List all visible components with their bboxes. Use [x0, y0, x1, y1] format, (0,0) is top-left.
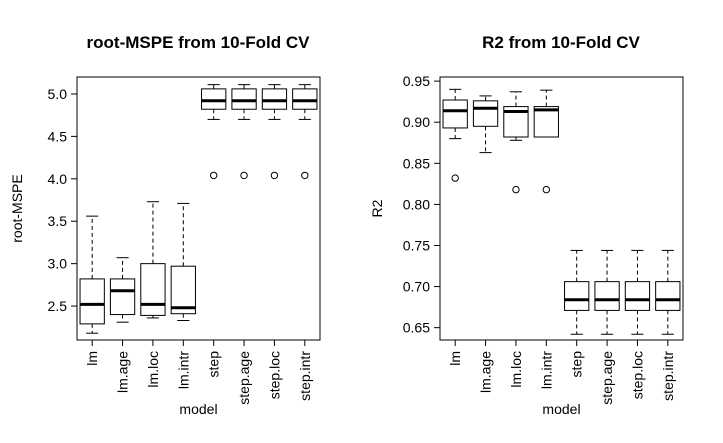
- outlier-point: [301, 171, 309, 180]
- box-step: [564, 249, 590, 335]
- y-tick-label: 0.70: [403, 279, 430, 295]
- outlier-point: [240, 171, 248, 180]
- x-tick-label: step: [569, 351, 585, 378]
- y-axis-label: R2: [369, 199, 385, 217]
- x-tick-label: lm.age: [478, 351, 494, 393]
- y-tick-label: 0.65: [403, 320, 430, 336]
- box-lm-age: [109, 257, 136, 323]
- x-tick-label: lm.loc: [145, 351, 161, 388]
- box-lm-intr: [533, 89, 559, 194]
- box-iqr: [140, 263, 166, 316]
- box-step-loc: [261, 84, 288, 180]
- box-iqr: [533, 106, 559, 138]
- box-iqr: [201, 88, 227, 110]
- x-tick-label: lm.loc: [508, 351, 524, 388]
- box-iqr: [79, 278, 105, 325]
- box-step-age: [594, 249, 620, 335]
- outlier-point: [542, 185, 551, 194]
- x-tick-label: step.loc: [266, 351, 282, 399]
- box-step-age: [231, 84, 257, 180]
- outlier-point: [270, 171, 279, 180]
- box-lm-intr: [170, 202, 196, 321]
- x-tick-label: step.intr: [660, 351, 676, 401]
- y-tick-label: 0.80: [403, 196, 430, 212]
- outlier-point: [209, 171, 218, 180]
- box-iqr: [442, 99, 468, 129]
- box-iqr: [109, 278, 136, 316]
- outlier-point: [451, 174, 459, 182]
- y-tick-label: 3.5: [48, 213, 68, 229]
- box-iqr: [231, 88, 257, 110]
- box-iqr: [564, 281, 590, 311]
- box-step-intr: [655, 249, 681, 335]
- x-tick-label: step.age: [236, 351, 252, 405]
- x-axis-label: model: [179, 401, 217, 417]
- chart-panel-r2: R2 from 10-Fold CV 0.65 0.70 0.75 0.80 0.85 0.…: [369, 33, 684, 417]
- box-iqr: [261, 88, 288, 110]
- box-iqr: [624, 281, 651, 311]
- x-tick-label: step.intr: [297, 351, 313, 401]
- chart-title: R2 from 10-Fold CV: [482, 33, 640, 52]
- chart-title: root-MSPE from 10-Fold CV: [87, 33, 311, 52]
- box-iqr: [472, 100, 499, 127]
- box-lm: [442, 88, 468, 182]
- y-tick-label: 0.90: [403, 114, 430, 130]
- chart-panel-rmspe: root-MSPE from 10-Fold CV 2.5 3.0 3.5 4.0 4.5…: [9, 33, 321, 417]
- y-axis-label: root-MSPE: [9, 174, 25, 242]
- x-tick-label: step.age: [599, 351, 615, 405]
- y-tick-label: 2.5: [48, 298, 68, 314]
- y-tick-label: 0.85: [403, 155, 430, 171]
- box-lm-loc: [140, 201, 166, 319]
- y-tick-label: 4.5: [48, 128, 68, 144]
- box-iqr: [594, 281, 620, 311]
- x-tick-label: lm.intr: [175, 351, 191, 389]
- y-tick-label: 4.0: [48, 171, 68, 187]
- box-step-intr: [292, 84, 318, 180]
- plot-frame: [76, 76, 321, 341]
- y-tick-label: 0.95: [403, 73, 430, 89]
- box-lm-loc: [503, 91, 529, 194]
- y-tick-label: 0.75: [403, 237, 430, 253]
- x-axis-label: model: [542, 401, 580, 417]
- x-tick-label: lm.age: [115, 351, 131, 393]
- x-tick-label: lm.intr: [538, 351, 554, 389]
- box-step: [201, 84, 227, 180]
- box-step-loc: [624, 249, 651, 335]
- box-iqr: [655, 281, 681, 311]
- x-tick-label: lm: [447, 351, 463, 366]
- box-iqr: [292, 88, 318, 110]
- box-iqr: [170, 265, 196, 315]
- x-tick-label: lm: [84, 351, 100, 366]
- outlier-point: [512, 185, 520, 194]
- box-lm-age: [472, 95, 499, 154]
- plot-frame: [439, 76, 684, 341]
- x-tick-label: step.loc: [629, 351, 645, 399]
- y-tick-label: 3.0: [48, 256, 68, 272]
- x-tick-label: step: [206, 351, 222, 378]
- y-tick-label: 5.0: [48, 86, 68, 102]
- box-lm: [79, 215, 105, 334]
